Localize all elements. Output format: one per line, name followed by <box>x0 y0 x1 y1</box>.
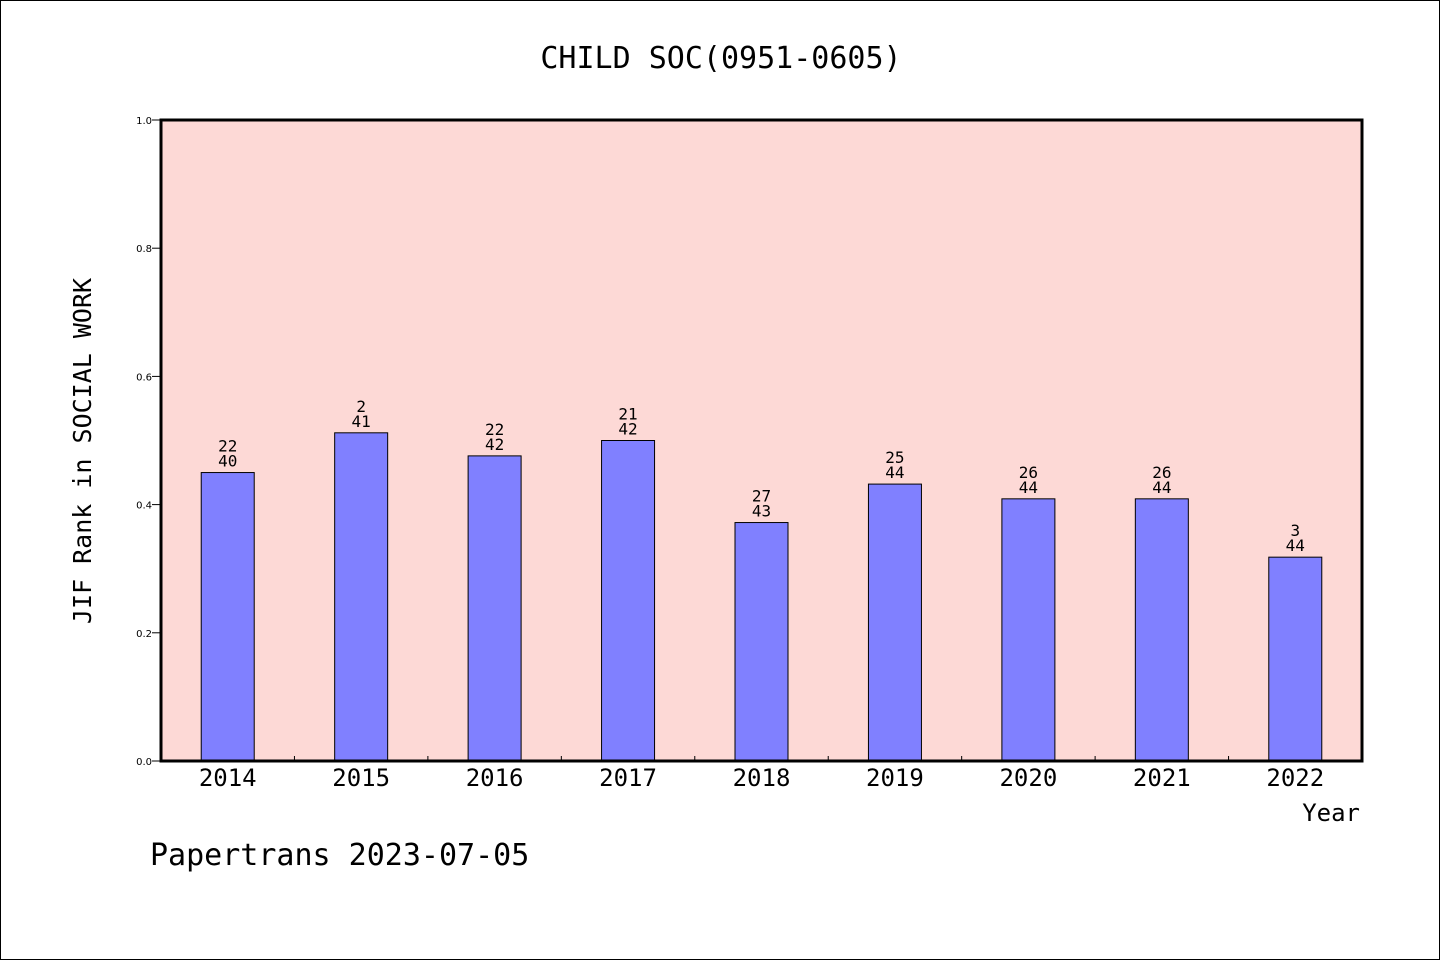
bar-2019 <box>867 483 922 762</box>
plot-border <box>159 118 1364 763</box>
data-label-rank-2015: 2 <box>356 397 366 416</box>
data-label-rank-2019: 25 <box>885 448 904 467</box>
bar-2018 <box>734 522 789 762</box>
footer-text: Papertrans 2023-07-05 <box>150 838 529 873</box>
data-label-rank-2014: 22 <box>218 437 237 456</box>
bar-2020 <box>1001 498 1056 762</box>
bar-2015 <box>334 432 389 762</box>
y-tick-label: 0.2 <box>136 629 152 640</box>
data-label-total-2022: 44 <box>1286 536 1305 555</box>
data-label-rank-2022: 3 <box>1290 521 1300 540</box>
data-label-total-2018: 43 <box>752 502 771 521</box>
data-label-total-2016: 42 <box>485 435 504 454</box>
data-label-total-2015: 41 <box>352 412 371 431</box>
x-axis-ticks: 2014 2015 2016 2017 2018 2019 2020 2021 2022 <box>199 756 1324 792</box>
data-label-total-2020: 44 <box>1019 478 1038 497</box>
data-label-rank-2021: 26 <box>1152 463 1171 482</box>
x-tick-label-2018: 2018 <box>733 764 791 792</box>
data-label-rank-2020: 26 <box>1019 463 1038 482</box>
bar-2022 <box>1268 556 1323 762</box>
x-tick-label-2022: 2022 <box>1266 764 1324 792</box>
x-tick-label-2017: 2017 <box>599 764 657 792</box>
data-label-rank-2016: 22 <box>485 420 504 439</box>
data-label-total-2014: 40 <box>218 452 237 471</box>
bar-2016 <box>467 455 522 762</box>
data-label-total-2017: 42 <box>618 420 637 439</box>
x-tick-label-2016: 2016 <box>466 764 524 792</box>
x-tick-label-2020: 2020 <box>999 764 1057 792</box>
y-tick-label: 0.4 <box>136 501 152 512</box>
data-label-rank-2018: 27 <box>752 487 771 506</box>
chart-title: CHILD SOC(0951-0605) <box>540 41 901 76</box>
x-tick-label-2021: 2021 <box>1133 764 1191 792</box>
y-tick-label: 0.8 <box>136 244 152 255</box>
x-tick-label-2015: 2015 <box>332 764 390 792</box>
x-axis-label: Year <box>1302 799 1360 827</box>
bar-2017 <box>601 440 656 762</box>
y-tick-label: 0.0 <box>136 757 152 768</box>
bar-2021 <box>1134 498 1189 762</box>
x-tick-label-2014: 2014 <box>199 764 257 792</box>
data-label-total-2019: 44 <box>885 463 904 482</box>
y-axis-label: JIF Rank in SOCIAL WORK <box>68 278 97 624</box>
y-tick-label: 1.0 <box>136 116 152 127</box>
data-label-rank-2017: 21 <box>618 405 637 424</box>
bars-group <box>200 432 1323 762</box>
y-axis-ticks: 0.0 0.2 0.4 0.6 0.8 1.0 <box>136 116 161 768</box>
bar-2014 <box>200 472 255 762</box>
data-label-total-2021: 44 <box>1152 478 1171 497</box>
x-tick-label-2019: 2019 <box>866 764 924 792</box>
y-tick-label: 0.6 <box>136 372 152 383</box>
